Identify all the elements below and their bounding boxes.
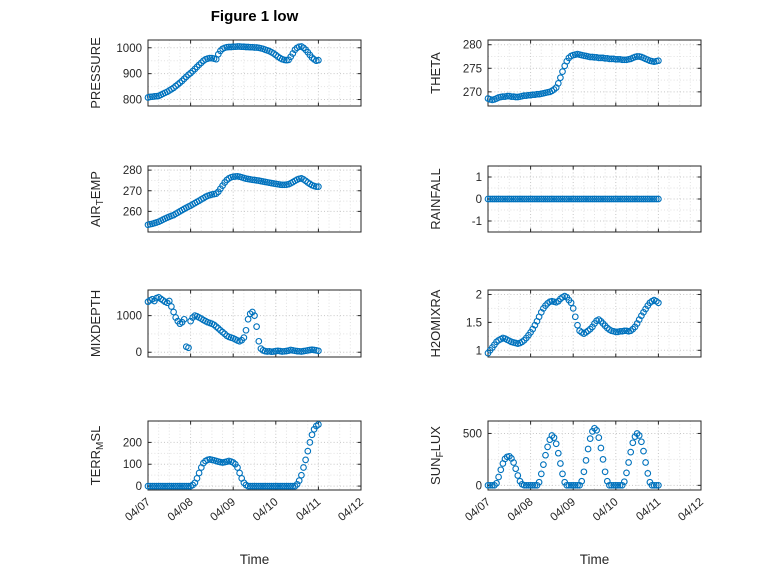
y-tick-label: 1 (476, 345, 482, 357)
major-grid (487, 40, 702, 106)
y-axis-label: SUNFLUX (428, 426, 446, 485)
tick-marks (487, 40, 702, 106)
x-tick-label: 04/08 (506, 496, 536, 524)
minor-grid (148, 290, 361, 357)
y-axis-label: PRESSURE (88, 37, 103, 109)
y-tick-label: 0 (476, 480, 482, 492)
subplot-theta: 270 275 280 THETA (428, 39, 702, 107)
y-tick-label: 1000 (116, 311, 142, 323)
subplot-air-temp: 260 270 280 AIRTEMP (88, 165, 362, 233)
y-tick-label: 1 (476, 172, 482, 184)
y-tick-label: 0 (136, 347, 142, 359)
minor-grid (148, 421, 361, 490)
y-axis-label: H2OMIXRA (428, 289, 443, 357)
axes-box (147, 420, 362, 491)
subplot-rainfall: -1 0 1 RAINFALL (428, 165, 702, 233)
scatter-series (144, 43, 322, 101)
x-tick-label: 04/11 (294, 496, 323, 523)
x-tick-label: 04/08 (166, 496, 196, 524)
scatter-series (484, 292, 662, 357)
axes-box (147, 289, 362, 358)
minor-grid (148, 166, 361, 232)
y-tick-label: 280 (123, 165, 142, 177)
y-tick-label: 200 (123, 437, 142, 449)
y-tick-label: 260 (123, 206, 142, 218)
tick-marks (487, 166, 702, 232)
subplot-terr-msl: 0 100 200 04/07 04/08 04/09 04/10 04/11 04/12 TER… (88, 420, 366, 524)
y-tick-label: 2 (476, 289, 482, 301)
y-tick-label: 500 (463, 428, 482, 440)
y-tick-label: 270 (463, 87, 482, 99)
scatter-series (484, 50, 662, 104)
y-axis-label: MIXDEPTH (88, 290, 103, 357)
x-tick-label: 04/09 (208, 496, 238, 524)
y-tick-label: 275 (463, 63, 482, 75)
scatter-series (144, 293, 322, 356)
x-tick-label: 04/10 (251, 496, 281, 524)
x-tick-label: 04/07 (463, 496, 493, 524)
y-tick-label: 0 (476, 194, 482, 206)
axes-box (147, 39, 362, 107)
x-tick-label: 04/12 (676, 496, 706, 524)
y-axis-label: AIRTEMP (88, 171, 106, 227)
scatter-series (484, 195, 662, 203)
y-tick-label: 0 (136, 481, 142, 493)
tick-marks (147, 290, 362, 357)
x-tick-label: 04/11 (634, 496, 663, 523)
scatter-series (484, 424, 662, 489)
x-tick-label: 04/07 (123, 496, 153, 524)
x-axis-label-left: Time (239, 552, 270, 567)
tick-marks (487, 290, 702, 357)
subplot-sun-flux: 0 500 04/07 04/08 04/09 04/10 04/11 04/12 SUNFLU… (428, 420, 706, 524)
subplot-mixdepth: 0 1000 MIXDEPTH (88, 289, 362, 359)
axes-box (487, 289, 702, 358)
y-tick-label: 900 (123, 69, 142, 81)
scatter-series (144, 421, 322, 490)
minor-grid (488, 40, 701, 106)
axes-box (147, 165, 362, 233)
y-tick-label: 270 (123, 186, 142, 198)
minor-grid (488, 421, 701, 490)
x-tick-label: 04/09 (548, 496, 578, 524)
axes-box (487, 39, 702, 107)
y-tick-label: 800 (123, 95, 142, 107)
y-tick-label: 100 (123, 459, 142, 471)
tick-marks (147, 166, 362, 232)
y-tick-label: 280 (463, 40, 482, 52)
y-axis-label: TERRMSL (88, 426, 106, 486)
subplot-pressure: 800 900 1000 PRESSURE (88, 37, 362, 109)
y-axis-label: THETA (428, 52, 443, 94)
major-grid (147, 290, 362, 357)
x-tick-label: 04/12 (336, 496, 366, 524)
scatter-series (144, 172, 322, 229)
x-tick-label: 04/10 (591, 496, 621, 524)
x-axis-label-right: Time (579, 552, 610, 567)
subplot-h2omixra: 1 1.5 2 H2OMIXRA (428, 289, 702, 358)
y-tick-label: -1 (472, 216, 482, 228)
figure-title: Figure 1 low (210, 8, 299, 25)
tick-marks (147, 40, 362, 106)
axes-box (487, 420, 702, 491)
y-axis-label: RAINFALL (428, 168, 443, 229)
y-tick-label: 1.5 (466, 317, 482, 329)
y-tick-label: 1000 (116, 43, 142, 55)
